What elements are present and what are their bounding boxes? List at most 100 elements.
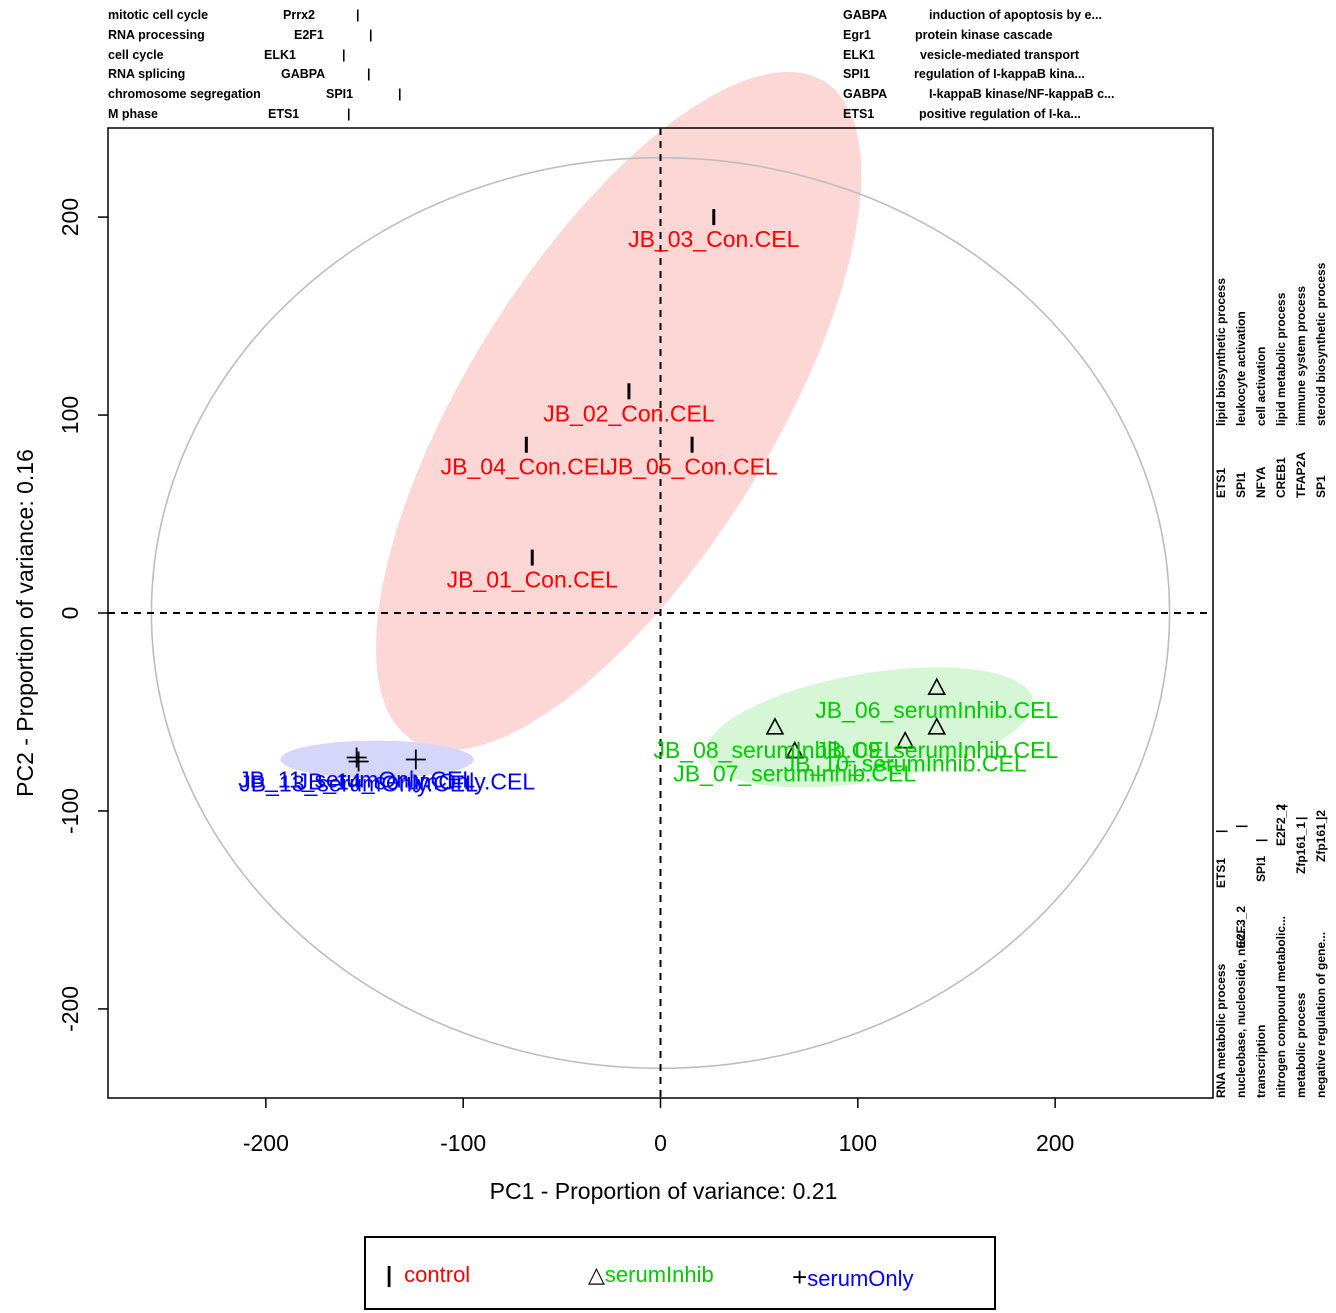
annotation-gene: ELK1 <box>843 47 875 62</box>
annotation-gene: NFYA <box>1254 466 1268 498</box>
legend-label-seruminhib: serumInhib <box>604 1262 714 1287</box>
annotation-term: nitrogen compound metabolic... <box>1274 915 1288 1098</box>
y-tick-label: 0 <box>57 607 83 620</box>
annotation-gene: GABPA <box>843 8 888 22</box>
annotation-term: lipid biosynthetic process <box>1214 277 1228 426</box>
annotation-marker: | <box>369 27 373 42</box>
annotation-gene: E2F1 <box>294 27 324 42</box>
x-axis-label: PC1 - Proportion of variance: 0.21 <box>490 1178 838 1204</box>
point-label: JB_06_serumInhib.CEL <box>815 697 1058 723</box>
point-label: JB_02_Con.CEL <box>543 400 715 426</box>
point-label: JB_14_serumOnly.CEL <box>297 768 536 794</box>
annotation-gene: SP1 <box>1314 475 1328 498</box>
point-label: JB_05_Con.CEL <box>606 454 778 480</box>
legend: | control △serumInhib +serumOnly <box>364 1236 996 1310</box>
point-serumOnly <box>405 749 426 770</box>
annotation-term: induction of apoptosis by e... <box>929 8 1102 22</box>
annotation-marker: | <box>1234 824 1248 828</box>
annotation-marker: | <box>342 47 346 62</box>
point-serumInhib <box>765 717 785 735</box>
annotation-gene: SPI1 <box>1234 471 1248 498</box>
annotation-term: cell activation <box>1254 346 1268 426</box>
legend-item-serumonly: +serumOnly <box>792 1264 914 1290</box>
y-tick-label: 200 <box>57 198 83 236</box>
annotation-term: transcription <box>1254 1024 1268 1098</box>
annotation-marker: | <box>356 8 360 22</box>
annotation-gene: GABPA <box>843 87 888 102</box>
annotation-gene: E2F2_2 <box>1274 803 1288 846</box>
annotation-term: leukocyte activation <box>1234 311 1248 426</box>
data-points <box>346 209 947 772</box>
annotation-term: nucleobase, nucleoside, nuc... <box>1234 924 1248 1098</box>
point-label: JB_07_serumInhib.CEL <box>673 761 916 787</box>
point-serumInhib <box>927 717 947 735</box>
annotation-gene: Egr1 <box>843 27 871 42</box>
annotation-marker: | <box>347 107 351 121</box>
annotation-marker: | <box>1314 816 1328 820</box>
annotation-term: M phase <box>108 107 159 121</box>
annotation-gene: ELK1 <box>264 47 296 62</box>
y-tick-label: -200 <box>57 986 83 1032</box>
point-label: JB_11_serumOnly.CEL <box>238 767 475 793</box>
legend-item-control: | control <box>386 1264 470 1286</box>
group-ellipses <box>280 71 1034 788</box>
annotation-gene: SPI1 <box>1254 855 1268 882</box>
annotation-term: cell cycle <box>108 47 164 62</box>
annotation-term: RNA splicing <box>108 67 186 82</box>
annotation-term: immune system process <box>1294 285 1308 426</box>
legend-label-serumonly: serumOnly <box>807 1266 914 1291</box>
x-tick-label: 0 <box>654 1130 667 1156</box>
annotation-term: steroid biosynthetic process <box>1314 262 1328 426</box>
annotation-marker: | <box>1254 838 1268 842</box>
annotation-term: regulation of I-kappaB kina... <box>914 67 1085 82</box>
point-label: JB_03_Con.CEL <box>628 226 800 252</box>
point-serumOnly <box>346 747 367 768</box>
point-serumInhib <box>927 677 947 696</box>
annotation-marker: | <box>367 67 371 82</box>
point-label: JB_13_serumOnly.CEL <box>239 770 478 796</box>
legend-symbol-seruminhib: △ <box>588 1262 605 1287</box>
point-serumInhib <box>895 730 915 749</box>
point-label: JB_04_Con.CEL <box>441 454 613 480</box>
point-label: JB_08_serumInhib.CEL <box>653 737 896 763</box>
point-serumOnly <box>348 751 369 772</box>
x-tick-label: 100 <box>839 1130 877 1156</box>
annotation-term: lipid metabolic process <box>1274 292 1288 426</box>
y-tick-label: -100 <box>57 788 83 834</box>
annotation-marker: | <box>398 87 402 102</box>
point-label: JB_10_serumInhib.CEL <box>784 751 1027 777</box>
annotation-term: RNA metabolic process <box>1214 963 1228 1098</box>
annotation-term: protein kinase cascade <box>915 27 1053 42</box>
x-tick-label: 200 <box>1036 1130 1074 1156</box>
y-axis-label: PC2 - Proportion of variance: 0.16 <box>12 449 38 797</box>
legend-item-seruminhib: △serumInhib <box>588 1264 714 1286</box>
point-labels: JB_03_Con.CELJB_02_Con.CELJB_04_Con.CELJ… <box>238 226 1058 796</box>
annotation-gene: TFAP2A <box>1294 451 1308 498</box>
annotation-gene: ETS1 <box>268 107 300 121</box>
annotation-marker: | <box>1294 816 1308 820</box>
annotation-gene: SPI1 <box>326 87 354 102</box>
annotation-term: chromosome segregation <box>108 87 261 102</box>
annotation-gene: Prrx2 <box>283 8 315 22</box>
annotation-gene: ETS1 <box>1214 467 1228 498</box>
annotation-gene: ETS1 <box>1214 857 1228 888</box>
point-serumInhib <box>785 740 805 759</box>
ellipse-serumOnly <box>280 740 474 779</box>
annotation-term: metabolic process <box>1294 992 1308 1098</box>
axes: -200 -100 0 100 200 -200 -100 0 100 200 PC1 - Prop… <box>12 127 1214 1204</box>
point-label: JB_01_Con.CEL <box>447 567 619 593</box>
annotation-gene: SPI1 <box>843 67 871 82</box>
legend-symbol-serumonly: + <box>792 1262 808 1292</box>
x-tick-label: -200 <box>243 1130 289 1156</box>
annotation-gene: GABPA <box>281 67 326 82</box>
x-tick-label: -100 <box>440 1130 486 1156</box>
annotation-term: vesicle-mediated transport <box>920 47 1080 62</box>
annotation-term: negative regulation of gene... <box>1314 931 1328 1098</box>
annotation-term: positive regulation of I-ka... <box>919 107 1081 121</box>
annotation-term: I-kappaB kinase/NF-kappaB c... <box>929 87 1115 102</box>
point-label: JB_09_serumInhib.CEL <box>815 737 1058 763</box>
legend-label-control: control <box>404 1262 471 1287</box>
annotation-gene: CREB1 <box>1274 457 1288 498</box>
y-tick-label: 100 <box>57 396 83 434</box>
